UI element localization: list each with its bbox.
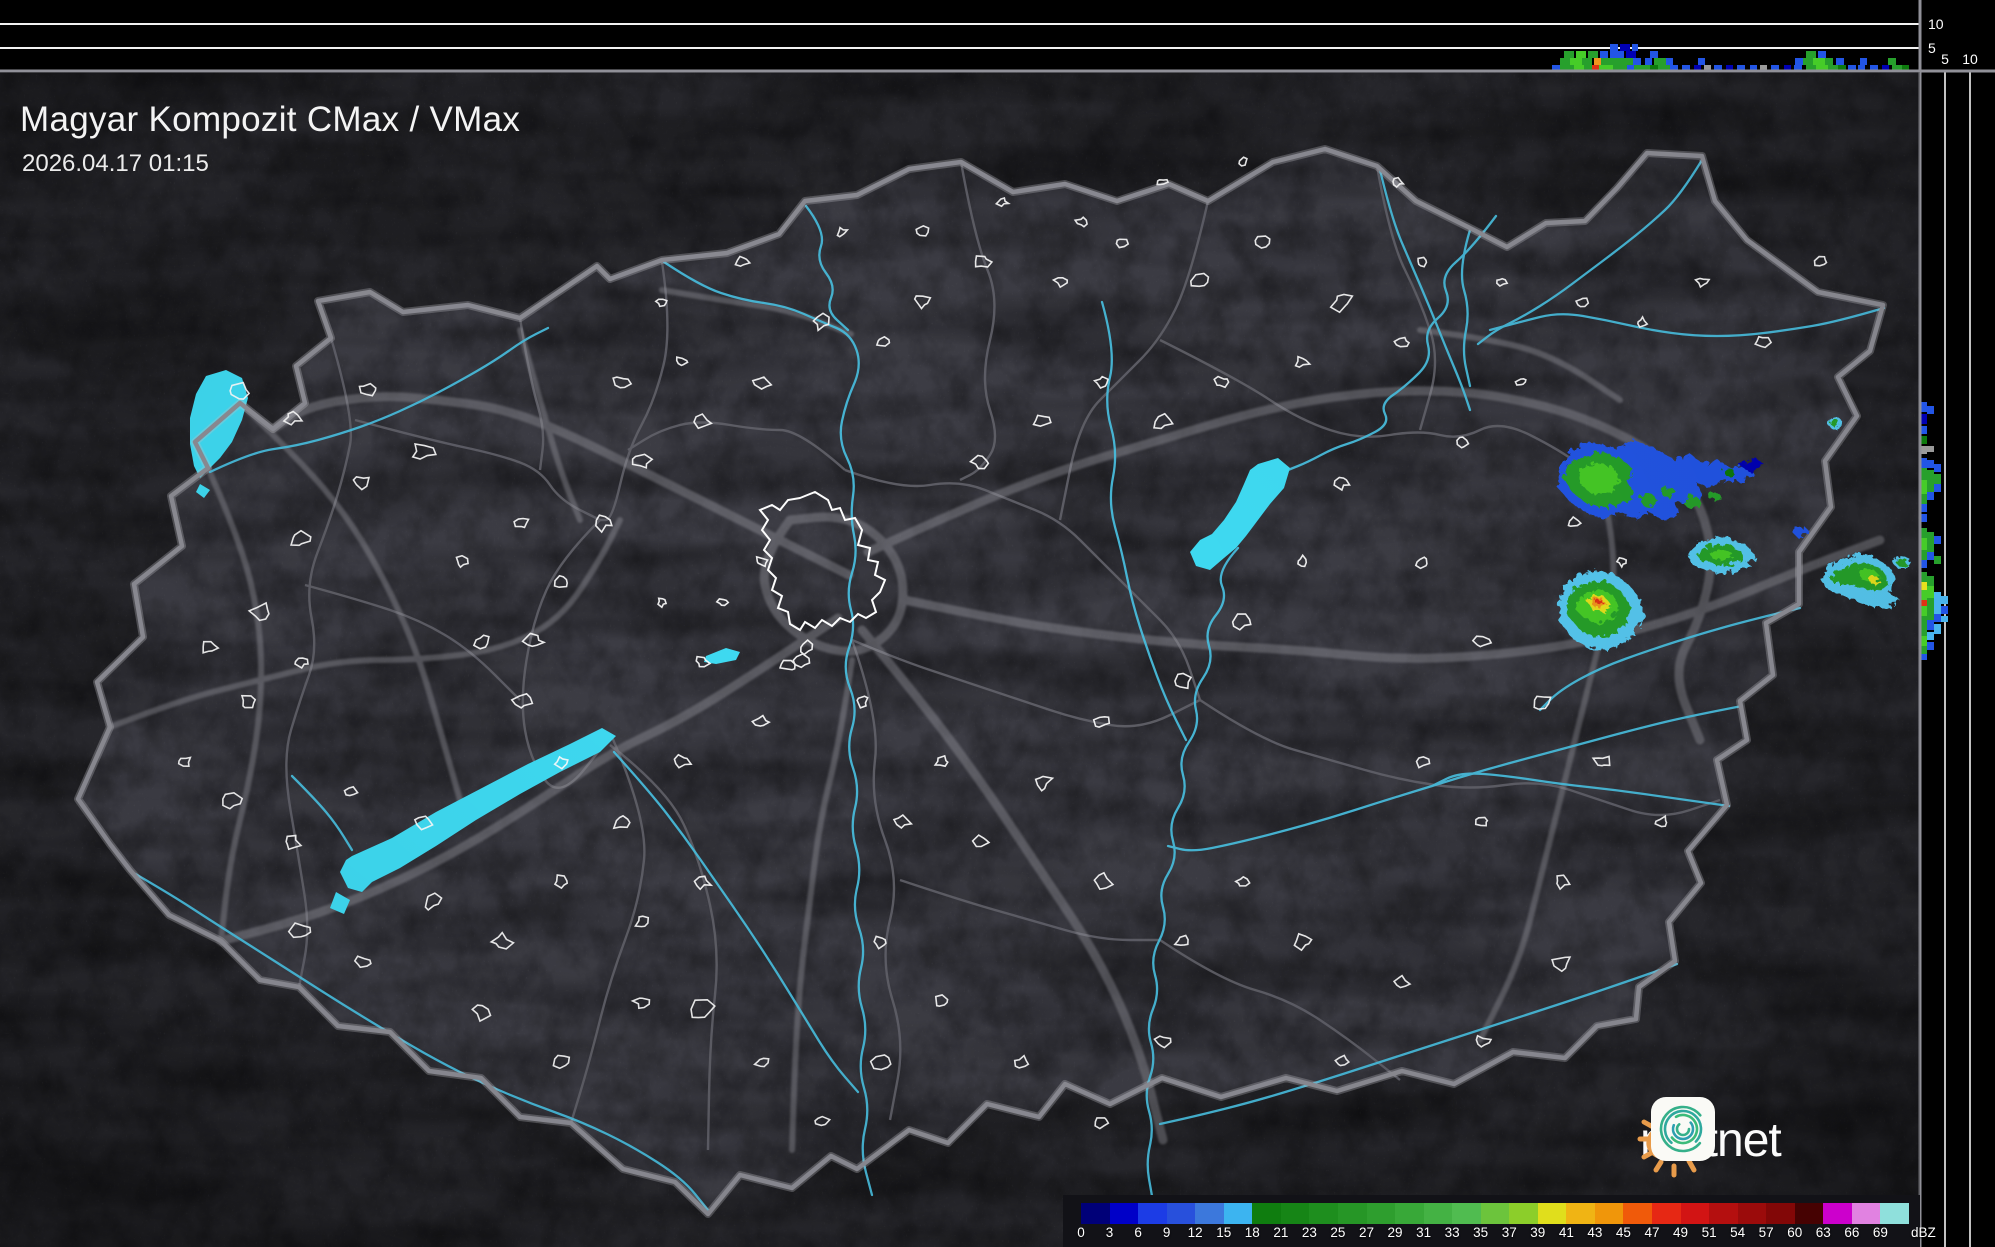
dbz-cell-15 [1223, 1203, 1253, 1224]
vignette [0, 72, 1920, 1247]
cross-section-axis-labels: 10 55 10 [1928, 16, 1978, 67]
dbz-tick-label: 31 [1416, 1225, 1432, 1240]
map-timestamp: 2026.04.17 01:15 [22, 150, 209, 177]
dbz-tick-label: 54 [1730, 1225, 1746, 1240]
teal-spiral-icon [1651, 1097, 1715, 1161]
dbz-tick-label: 60 [1787, 1225, 1803, 1240]
dbz-cell-23 [1309, 1203, 1339, 1224]
svg-text:10: 10 [1928, 16, 1944, 32]
dbz-tick-label: 33 [1444, 1225, 1460, 1240]
dbz-tick-label: 45 [1615, 1225, 1631, 1240]
dbz-tick-label: 12 [1187, 1225, 1203, 1240]
top-cross-section [0, 0, 1995, 72]
dbz-tick-label: 15 [1216, 1225, 1232, 1240]
dbz-cell-39 [1537, 1203, 1567, 1224]
dbz-cell-9 [1166, 1203, 1196, 1224]
dbz-tick-label: 66 [1844, 1225, 1860, 1240]
dbz-unit-label: dBZ [1910, 1225, 1936, 1240]
svg-text:10: 10 [1962, 51, 1978, 67]
dbz-tick-label: 37 [1501, 1225, 1517, 1240]
metnet-logo: metnet [1636, 1096, 1782, 1184]
dbz-cell-6 [1138, 1203, 1168, 1224]
dbz-tick-label: 9 [1162, 1225, 1171, 1240]
dbz-tick-label: 57 [1758, 1225, 1774, 1240]
svg-text:5: 5 [1941, 51, 1949, 67]
dbz-cell-33 [1452, 1203, 1482, 1224]
dbz-tick-label: 0 [1077, 1225, 1085, 1240]
right-cross-section [1920, 0, 1995, 1247]
dbz-color-scale: 0 3 6 9 12 15 18 21 23 25 27 29 31 33 35 37 39 41 43 45 47 49… [1063, 1195, 1936, 1247]
dbz-cell-41 [1566, 1203, 1596, 1224]
dbz-tick-label: 29 [1387, 1225, 1403, 1240]
dbz-tick-label: 39 [1530, 1225, 1546, 1240]
dbz-cell-21 [1280, 1203, 1310, 1224]
dbz-tick-label: 18 [1244, 1225, 1260, 1240]
dbz-cell-60 [1794, 1203, 1824, 1224]
dbz-tick-label: 51 [1701, 1225, 1717, 1240]
dbz-tick-label: 23 [1301, 1225, 1317, 1240]
dbz-cell-69 [1880, 1203, 1910, 1224]
dbz-tick-label: 47 [1644, 1225, 1660, 1240]
dbz-tick-label: 25 [1330, 1225, 1346, 1240]
dbz-tick-label: 35 [1473, 1225, 1489, 1240]
dbz-cell-51 [1709, 1203, 1739, 1224]
dbz-tick-label: 69 [1872, 1225, 1888, 1240]
map-title: Magyar Kompozit CMax / VMax [20, 100, 521, 139]
dbz-cell-63 [1823, 1203, 1853, 1224]
dbz-tick-label: 21 [1273, 1225, 1289, 1240]
dbz-tick-label: 63 [1815, 1225, 1831, 1240]
dbz-cell-35 [1480, 1203, 1510, 1224]
dbz-tick-label: 49 [1673, 1225, 1689, 1240]
svg-text:5: 5 [1928, 40, 1936, 56]
dbz-cell-45 [1623, 1203, 1653, 1224]
dbz-cell-12 [1195, 1203, 1225, 1224]
dbz-tick-label: 6 [1134, 1225, 1142, 1240]
dbz-cell-66 [1851, 1203, 1881, 1224]
dbz-cell-54 [1737, 1203, 1767, 1224]
dbz-cell-47 [1652, 1203, 1682, 1224]
dbz-cell-3 [1109, 1203, 1139, 1224]
dbz-cell-18 [1252, 1203, 1282, 1224]
dbz-tick-label: 3 [1105, 1225, 1114, 1240]
dbz-cell-49 [1680, 1203, 1710, 1224]
dbz-cell-43 [1594, 1203, 1624, 1224]
dbz-cell-37 [1509, 1203, 1539, 1224]
dbz-cell-29 [1395, 1203, 1425, 1224]
dbz-tick-label: 43 [1587, 1225, 1603, 1240]
dbz-cell-0 [1081, 1203, 1111, 1224]
dbz-cell-57 [1766, 1203, 1796, 1224]
dbz-cell-27 [1366, 1203, 1396, 1224]
dbz-cell-31 [1423, 1203, 1453, 1224]
dbz-cell-25 [1337, 1203, 1367, 1224]
dbz-tick-label: 41 [1558, 1225, 1574, 1240]
dbz-tick-label: 27 [1358, 1225, 1375, 1240]
